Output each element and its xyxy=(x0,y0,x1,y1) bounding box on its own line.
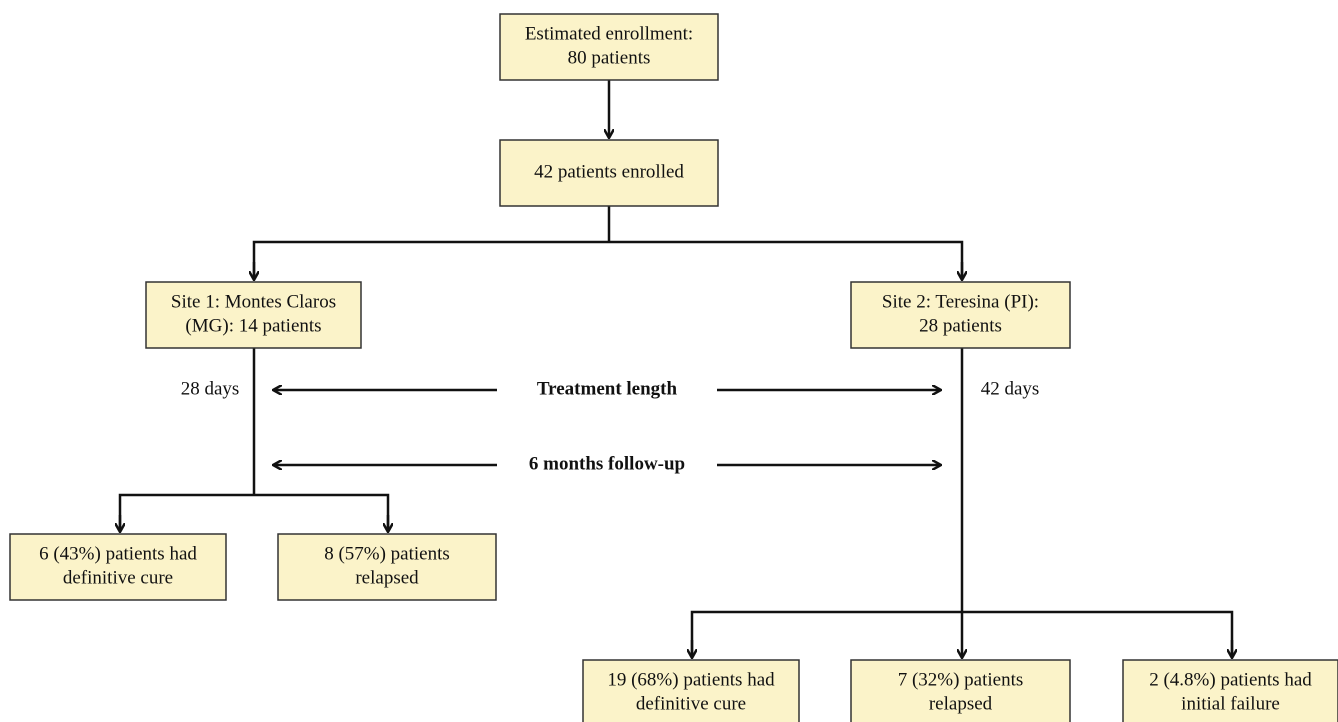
nodes: Estimated enrollment: 80 patients 42 patie… xyxy=(9,13,1338,722)
node-label: definitive cure xyxy=(636,693,746,714)
node: 19 (68%) patients had definitive cure xyxy=(582,659,800,722)
node-label: definitive cure xyxy=(63,567,173,588)
node-box xyxy=(277,533,497,601)
connectors xyxy=(120,80,1232,657)
node-box xyxy=(850,659,1071,722)
node-label: 80 patients xyxy=(568,47,651,68)
node: 42 patients enrolled xyxy=(499,139,719,207)
node-label: 28 patients xyxy=(919,315,1002,336)
phase-label: Treatment length xyxy=(537,378,678,399)
node-label: Site 1: Montes Claros xyxy=(171,291,336,312)
node-label: (MG): 14 patients xyxy=(185,315,321,336)
node: 7 (32%) patients relapsed xyxy=(850,659,1071,722)
node: 6 (43%) patients had definitive cure xyxy=(9,533,227,601)
node-box xyxy=(9,533,227,601)
connector xyxy=(118,493,390,530)
node: Site 2: Teresina (PI): 28 patients xyxy=(850,281,1071,349)
node-label: 8 (57%) patients xyxy=(324,543,450,564)
node-label: 7 (32%) patients xyxy=(898,669,1024,690)
node-label: Estimated enrollment: xyxy=(525,23,693,44)
duration-label: 42 days xyxy=(981,378,1040,399)
node-box xyxy=(1122,659,1338,722)
node: Estimated enrollment: 80 patients xyxy=(499,13,719,81)
node-label: 6 (43%) patients had xyxy=(39,543,197,564)
node-box xyxy=(499,13,719,81)
node-label: relapsed xyxy=(355,567,419,588)
node: Site 1: Montes Claros (MG): 14 patients xyxy=(145,281,362,349)
node-label: relapsed xyxy=(929,693,993,714)
node-label: 19 (68%) patients had xyxy=(607,669,775,690)
phase-label: 6 months follow-up xyxy=(529,453,685,474)
node-label: Site 2: Teresina (PI): xyxy=(882,291,1039,312)
connector xyxy=(252,240,964,278)
node-box xyxy=(145,281,362,349)
node-label: 42 patients enrolled xyxy=(534,161,684,182)
node: 2 (4.8%) patients had initial failure xyxy=(1122,659,1338,722)
duration-label: 28 days xyxy=(181,378,240,399)
node-label: initial failure xyxy=(1181,693,1280,714)
node-box xyxy=(850,281,1071,349)
node-box xyxy=(582,659,800,722)
node-label: 2 (4.8%) patients had xyxy=(1149,669,1312,690)
node: 8 (57%) patients relapsed xyxy=(277,533,497,601)
node-box xyxy=(499,139,719,207)
